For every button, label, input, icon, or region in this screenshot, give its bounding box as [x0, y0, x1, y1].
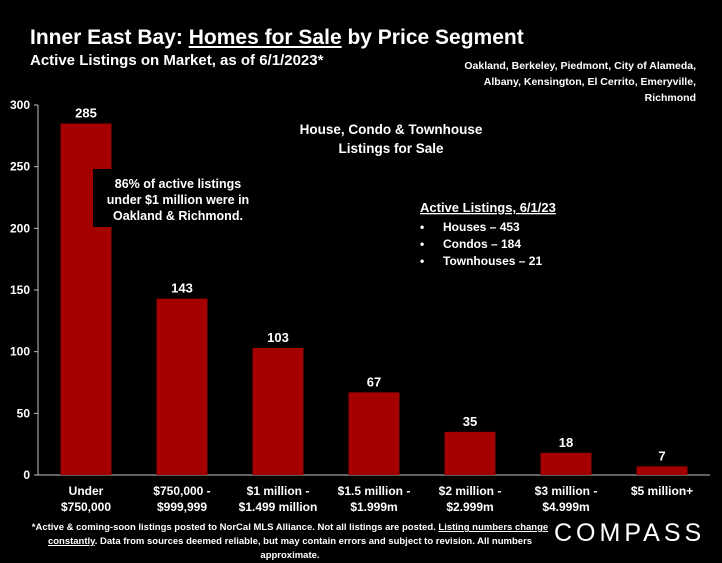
title-part-1: Inner East Bay:: [30, 26, 189, 49]
cities-line-2: Albany, Kensington, El Cerrito, Emeryvil…: [483, 76, 696, 104]
compass-logo: COMPASS: [554, 519, 706, 547]
listings-bullet: •: [420, 237, 424, 251]
annotation-center-title: Listings for Sale: [338, 141, 444, 156]
footer-text-1: *Active & coming-soon listings posted to…: [31, 522, 439, 533]
listings-item: Condos – 184: [443, 237, 521, 251]
callout-box: [93, 169, 263, 227]
x-tick-label: $3 million -: [535, 484, 598, 498]
data-label: 67: [367, 374, 381, 389]
listings-bullet: •: [420, 220, 424, 234]
listings-box: [410, 193, 570, 268]
chart-title: Inner East Bay: Homes for Sale by Price …: [30, 26, 524, 50]
y-tick-label: 100: [10, 345, 30, 359]
bar: [156, 298, 208, 475]
bar: [252, 347, 304, 475]
x-tick-label: $1.999m: [350, 500, 397, 514]
x-tick-label: $750,000 -: [153, 484, 210, 498]
listings-item: Houses – 453: [443, 220, 520, 234]
data-label: 35: [463, 414, 477, 429]
cities-line-1: Oakland, Berkeley, Piedmont, City of Ala…: [464, 60, 696, 72]
x-tick-label: $1 million -: [247, 484, 310, 498]
data-label: 103: [267, 330, 289, 345]
footer-text-2: . Data from sources deemed reliable, but…: [94, 536, 533, 561]
x-tick-label: $1.5 million -: [338, 484, 411, 498]
data-label: 18: [559, 435, 573, 450]
title-underlined: Homes for Sale: [188, 26, 342, 49]
bar: [636, 466, 688, 475]
y-tick-label: 50: [17, 406, 31, 420]
bar-chart: 0 50 100 150 200 250 300 285 Under $750,000 143 $75…: [10, 98, 710, 514]
y-tick-label: 150: [10, 283, 30, 297]
bar: [348, 392, 400, 475]
x-tick-label: $4.999m: [542, 500, 589, 514]
callout-text: 86% of active listings: [115, 177, 241, 191]
x-tick-label: $2 million -: [439, 484, 502, 498]
callout-text: under $1 million were in: [107, 193, 249, 207]
x-tick-label: $750,000: [61, 500, 111, 514]
x-tick-label: $1.499 million: [239, 500, 318, 514]
footer-underlined-2: constantly: [47, 536, 95, 547]
annotation-center-title: House, Condo & Townhouse: [300, 122, 483, 137]
x-tick-label: Under: [69, 484, 104, 498]
chart-subtitle: Active Listings on Market, as of 6/1/202…: [30, 52, 324, 69]
y-tick-label: 0: [23, 468, 30, 482]
bar: [444, 431, 496, 475]
footer-underlined-1: Listing numbers change: [438, 522, 549, 533]
y-tick-label: 200: [10, 221, 30, 235]
x-tick-label: $2.999m: [446, 500, 493, 514]
x-tick-label: $999,999: [157, 500, 207, 514]
y-tick-label: 300: [10, 98, 30, 112]
callout-text: Oakland & Richmond.: [113, 209, 243, 223]
data-label: 143: [171, 281, 193, 296]
listings-bullet: •: [420, 254, 424, 268]
bar: [540, 452, 592, 475]
y-tick-label: 250: [10, 160, 30, 174]
listings-box-title: Active Listings, 6/1/23: [420, 200, 556, 215]
footer-note: *Active & coming-soon listings posted to…: [30, 521, 550, 563]
x-tick-label: $5 million+: [631, 484, 693, 498]
listings-item: Townhouses – 21: [443, 254, 542, 268]
data-label: 7: [658, 448, 665, 463]
cities-note: Oakland, Berkeley, Piedmont, City of Ala…: [436, 58, 696, 106]
title-part-2: by Price Segment: [341, 26, 524, 49]
data-label: 285: [75, 106, 97, 121]
